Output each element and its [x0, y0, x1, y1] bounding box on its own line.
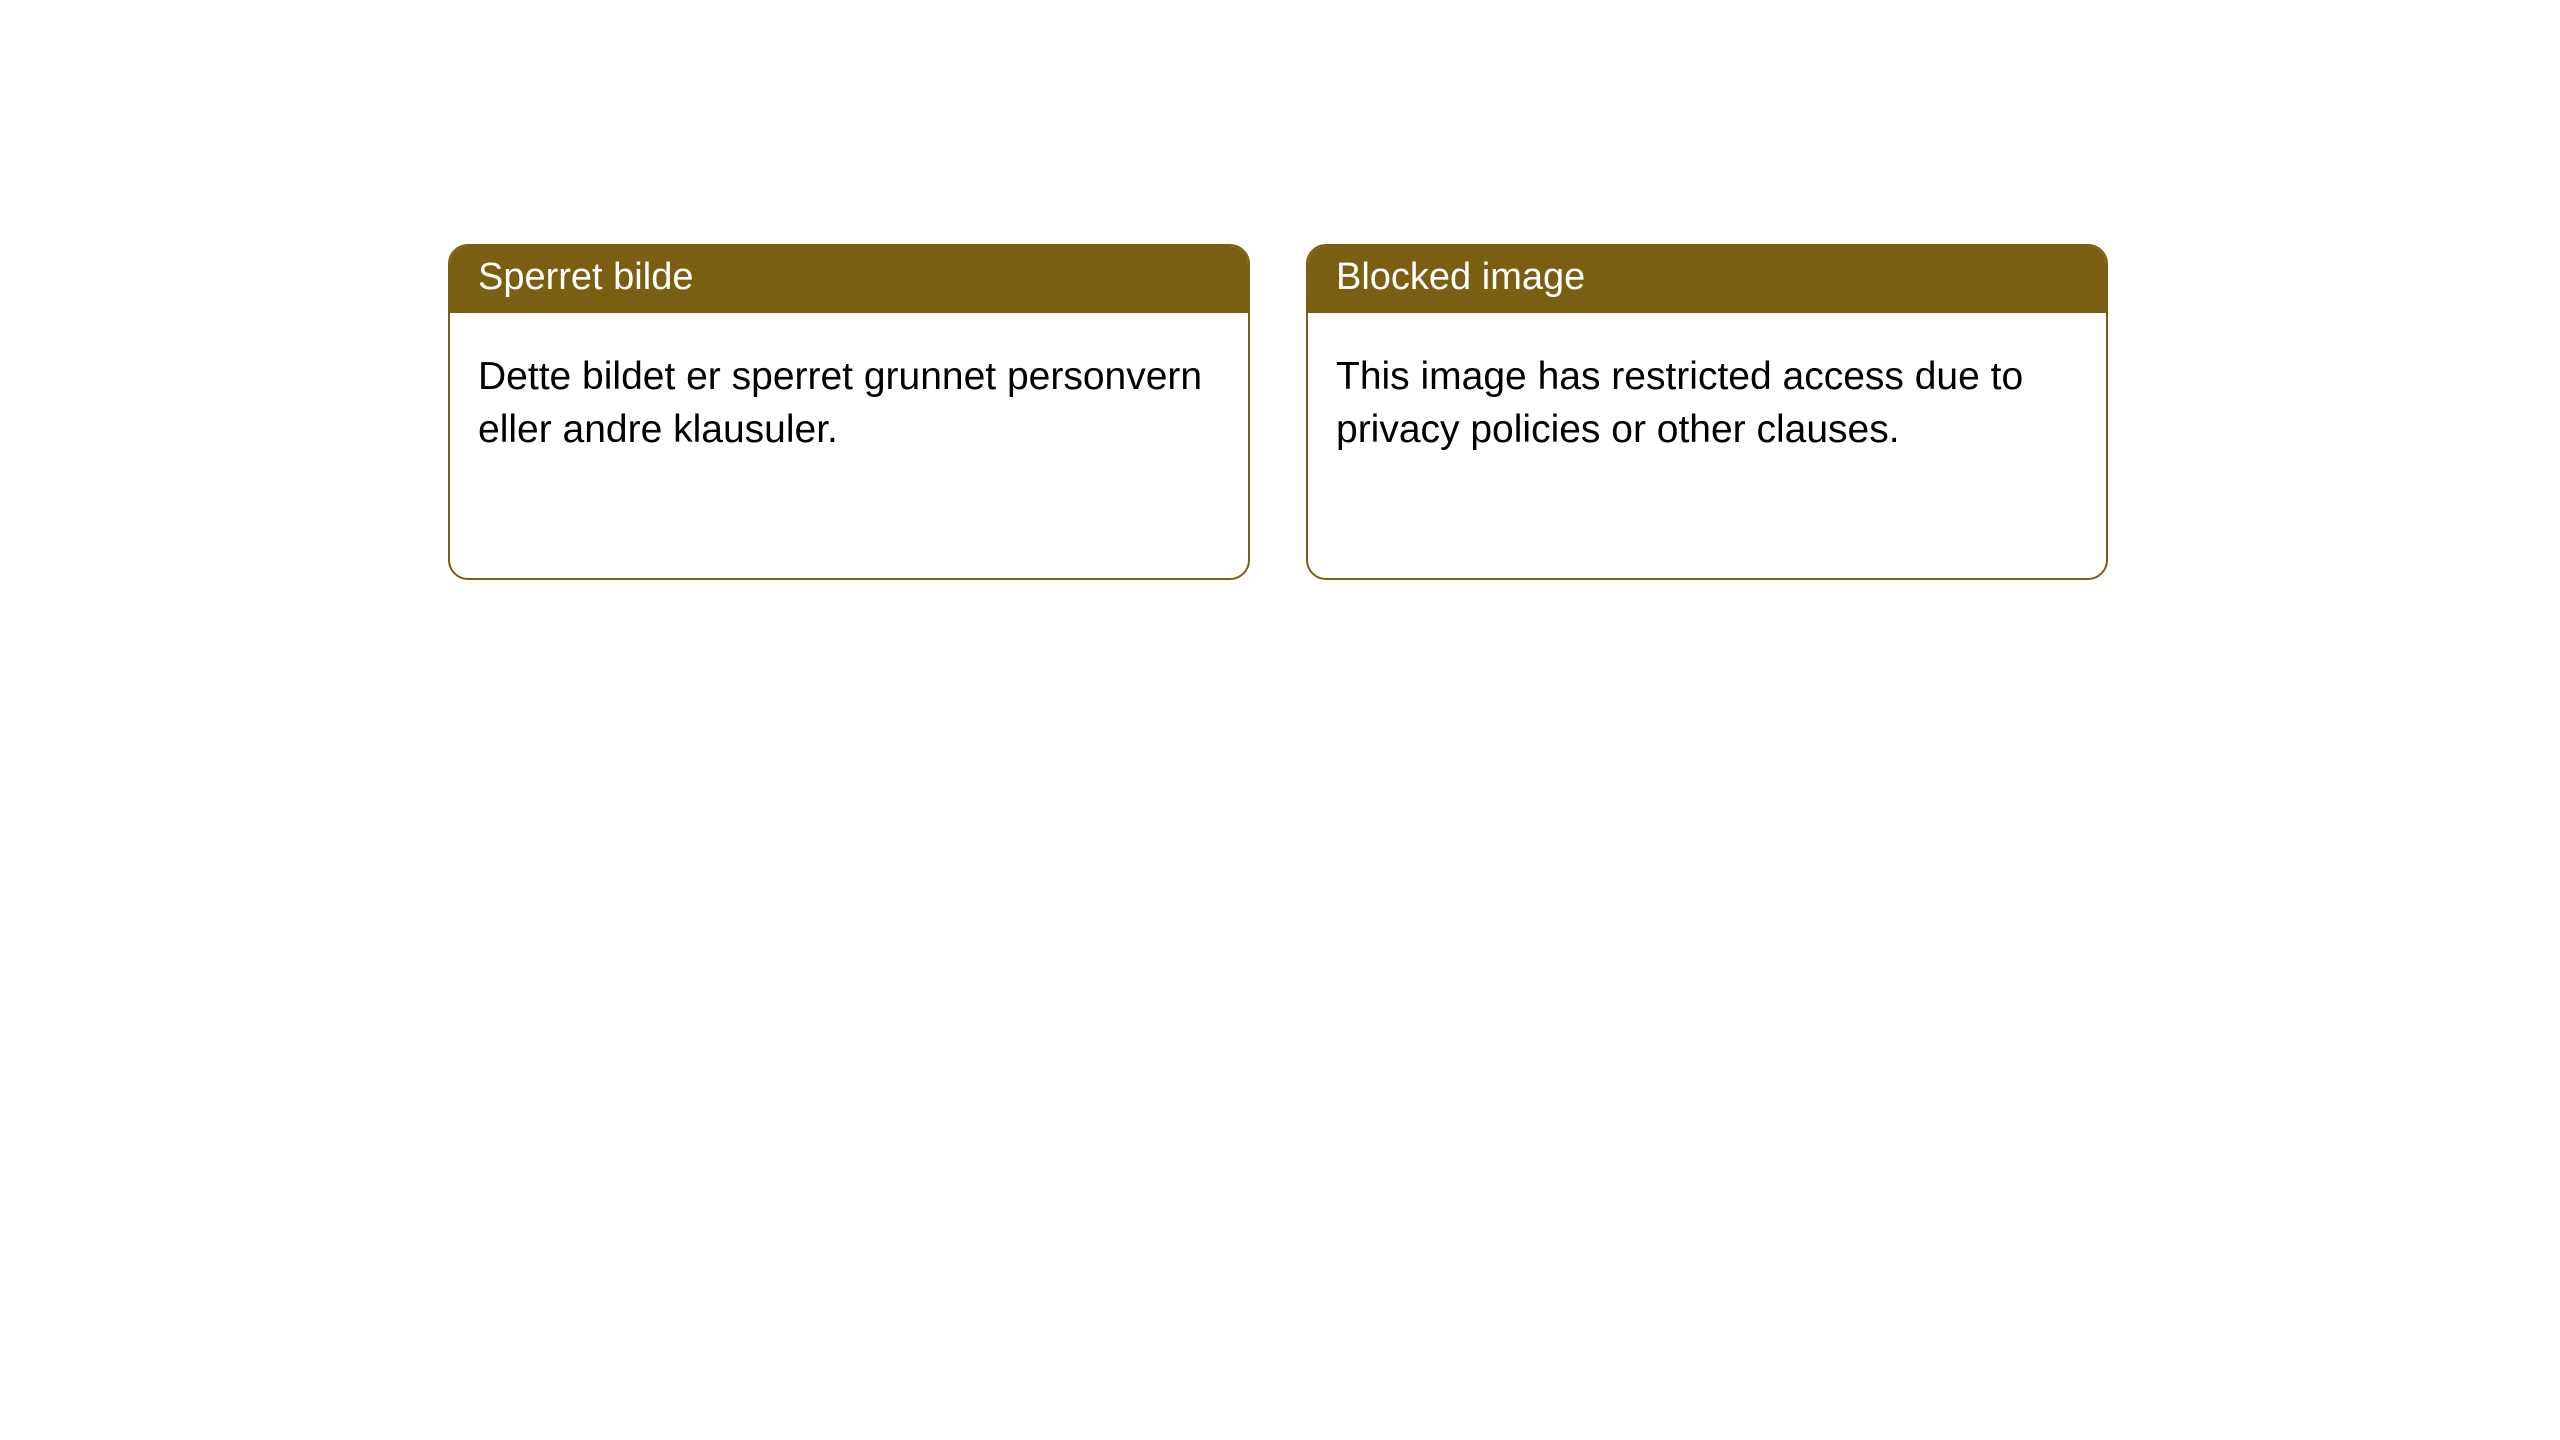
card-body-text: This image has restricted access due to …	[1336, 355, 2023, 451]
card-header-norwegian: Sperret bilde	[450, 246, 1248, 313]
card-title: Blocked image	[1336, 256, 1585, 298]
card-header-english: Blocked image	[1308, 246, 2106, 313]
card-english: Blocked image This image has restricted …	[1306, 244, 2108, 580]
card-body-norwegian: Dette bildet er sperret grunnet personve…	[450, 313, 1248, 484]
card-title: Sperret bilde	[478, 256, 693, 298]
card-norwegian: Sperret bilde Dette bildet er sperret gr…	[448, 244, 1250, 580]
card-body-text: Dette bildet er sperret grunnet personve…	[478, 355, 1202, 451]
card-body-english: This image has restricted access due to …	[1308, 313, 2106, 484]
cards-container: Sperret bilde Dette bildet er sperret gr…	[448, 244, 2108, 580]
